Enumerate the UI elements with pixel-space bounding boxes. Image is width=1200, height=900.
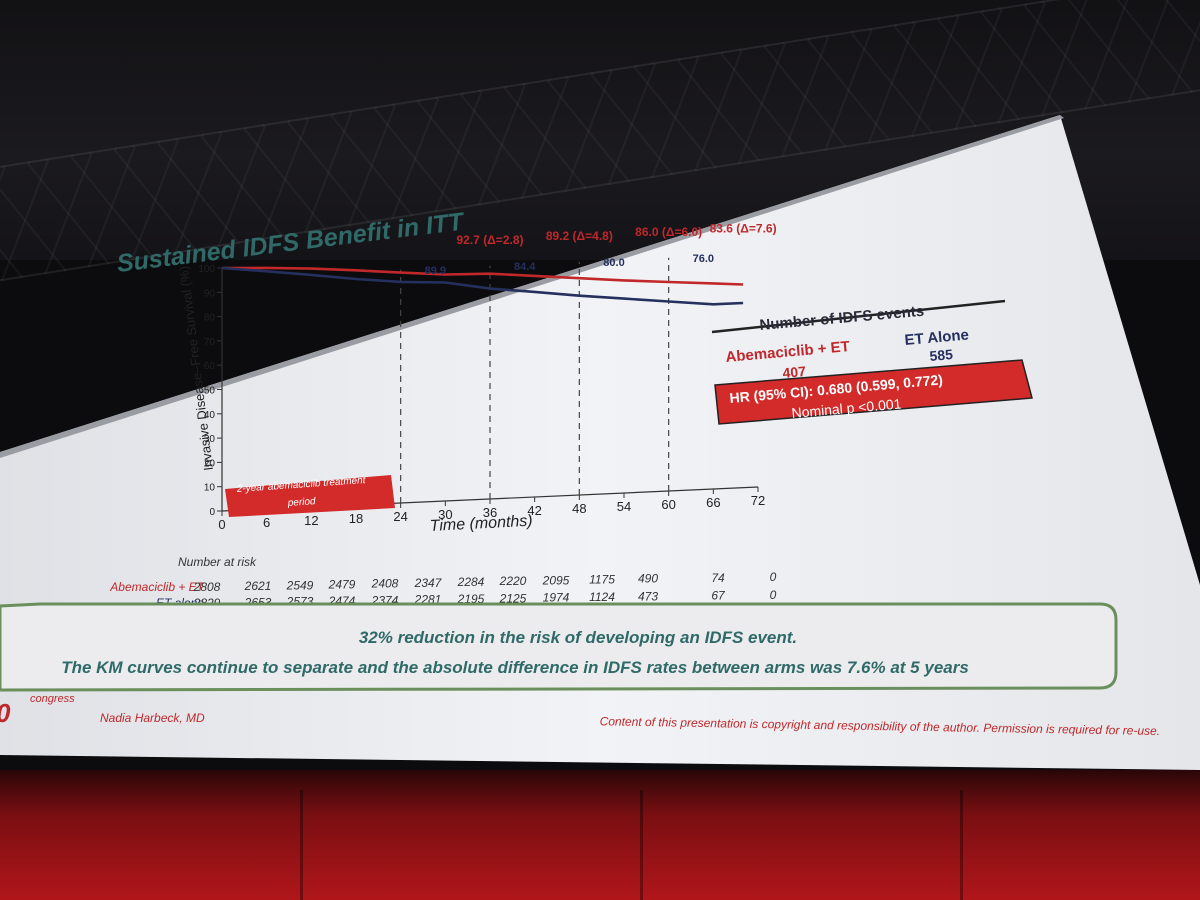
congress-mark: congress (30, 693, 75, 705)
floor-seam (300, 790, 303, 900)
y-tick-label: 50 (204, 386, 216, 397)
annotation-et-alone: 89.9 (425, 265, 446, 277)
x-tick-label: 18 (349, 511, 363, 526)
y-tick-label: 60 (204, 361, 216, 372)
series-line-abemaciclib-et (221, 266, 744, 286)
hr-box (714, 359, 1033, 425)
x-tick-label: 48 (572, 501, 586, 516)
landmark-dashed-lines (400, 257, 670, 503)
risk-cell: 1175 (589, 573, 615, 587)
y-tick-label: 80 (204, 313, 216, 324)
y-tick-label: 20 (204, 458, 216, 469)
y-tick-label: 10 (204, 483, 216, 494)
risk-cell: 0 (770, 588, 777, 602)
red-stage-floor (0, 770, 1200, 900)
legend-arm1-events: 407 (782, 363, 807, 381)
screen-edge (0, 115, 1064, 458)
risk-cell: 2220 (499, 574, 527, 588)
annotation-abemaciclib: 86.0 (Δ=6.0) (635, 225, 702, 239)
x-tick-label: 6 (263, 515, 270, 530)
y-tick-label: 30 (204, 434, 216, 445)
risk-cell: 1974 (543, 591, 570, 605)
x-tick-label: 72 (751, 493, 765, 508)
risk-cell: 2621 (244, 579, 272, 593)
annotation-abemaciclib: 83.6 (Δ=7.6) (710, 222, 777, 236)
risk-cell: 2095 (542, 573, 570, 587)
conclusion-line1: 32% reduction in the risk of developing … (359, 628, 797, 647)
risk-cell: 2808 (193, 580, 221, 594)
annotation-et-alone: 76.0 (693, 253, 714, 265)
legend-arm2-name: ET Alone (904, 326, 970, 349)
risk-cell: 2408 (371, 577, 399, 591)
y-tick-label: 0 (209, 507, 215, 518)
treatment-period-box (225, 475, 395, 517)
conclusion-box (0, 602, 1118, 692)
km-series (221, 266, 744, 306)
x-axis-title: Time (months) (429, 513, 533, 535)
treatment-period-label-line2: period (286, 496, 316, 509)
x-tick-label: 36 (483, 505, 497, 520)
annotation-abemaciclib: 92.7 (Δ=2.8) (457, 233, 524, 247)
x-tick-label: 66 (706, 495, 720, 510)
risk-row-label-abemaciclib: Abemaciclib + ET (109, 580, 205, 594)
x-tick-label: 0 (218, 517, 225, 532)
risk-cell: 2284 (457, 575, 485, 589)
risk-cell: 1124 (589, 590, 615, 604)
author-credit: Nadia Harbeck, MD (100, 711, 205, 725)
survival-annotations: 92.7 (Δ=2.8) 89.2 (Δ=4.8) 86.0 (Δ=6.0) 83.6… (425, 222, 777, 277)
x-tick-label: 30 (438, 507, 452, 522)
legend-arm2-events: 585 (929, 346, 954, 364)
annotation-et-alone: 84.4 (514, 261, 536, 273)
series-line-et-alone (221, 266, 744, 306)
floor-seam (640, 790, 643, 900)
y-tick-label: 70 (204, 337, 216, 348)
floor-seam (960, 790, 963, 900)
x-tick-label: 54 (617, 499, 631, 514)
congress-logo-glyph: 0 (0, 698, 11, 728)
risk-cell: 473 (638, 589, 658, 603)
x-tick-label: 24 (393, 509, 407, 524)
x-tick-label: 12 (304, 513, 318, 528)
risk-cell: 2479 (328, 578, 356, 592)
y-tick-label: 40 (204, 410, 216, 421)
x-tick-label: 42 (527, 503, 541, 518)
risk-cell: 2549 (286, 578, 314, 592)
risk-cell: 2347 (414, 576, 443, 590)
x-tick-label: 60 (661, 497, 675, 512)
y-tick-label: 100 (198, 264, 215, 275)
risk-cell: 490 (638, 572, 658, 586)
risk-table-heading: Number at risk (178, 555, 257, 569)
annotation-et-alone: 80.0 (603, 257, 624, 269)
conclusion-line2: The KM curves continue to separate and t… (61, 658, 969, 677)
risk-cell: 74 (711, 571, 725, 585)
y-tick-label: 90 (204, 288, 216, 299)
annotation-abemaciclib: 89.2 (Δ=4.8) (546, 229, 613, 243)
events-legend-box: Number of IDFS events Abemaciclib + ET 4… (711, 299, 1033, 425)
risk-cell: 67 (711, 589, 726, 603)
risk-cell: 2125 (499, 591, 527, 605)
risk-cell: 0 (770, 570, 777, 584)
